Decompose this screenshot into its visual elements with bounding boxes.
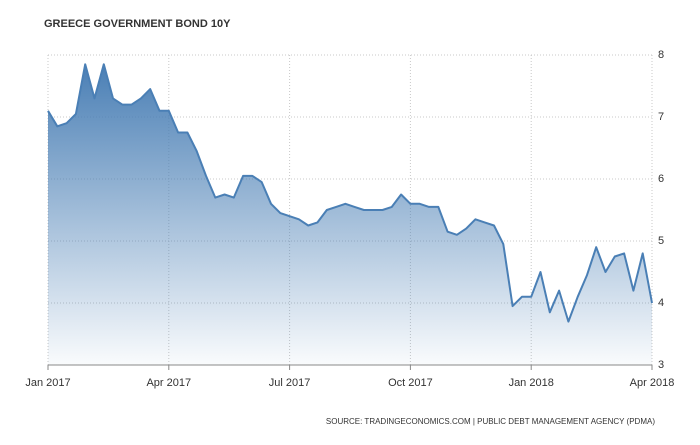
x-tick-label: Jan 2018 <box>509 377 554 389</box>
y-tick-label: 6 <box>658 173 664 185</box>
x-tick-label: Oct 2017 <box>388 377 433 389</box>
x-tick-label: Apr 2017 <box>146 377 191 389</box>
area-fill <box>48 64 652 366</box>
source-note: SOURCE: TRADINGECONOMICS.COM | PUBLIC DE… <box>326 417 655 426</box>
chart-title: GREECE GOVERNMENT BOND 10Y <box>44 18 231 30</box>
line <box>47 63 653 323</box>
y-tick-label: 3 <box>658 359 664 371</box>
x-tick-label: Jul 2017 <box>269 377 311 389</box>
y-tick-label: 8 <box>658 49 664 61</box>
y-tick-label: 7 <box>658 111 664 123</box>
x-tick-label: Apr 2018 <box>630 377 675 389</box>
x-tick-label: Jan 2017 <box>25 377 70 389</box>
y-tick-label: 5 <box>658 235 664 247</box>
y-tick-label: 4 <box>658 297 664 309</box>
